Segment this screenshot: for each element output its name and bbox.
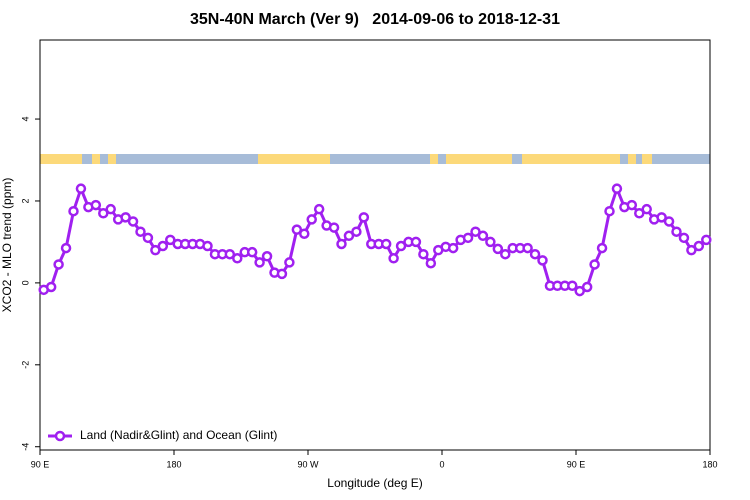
y-tick-label: 0 bbox=[20, 280, 30, 285]
data-point bbox=[671, 226, 682, 237]
data-point bbox=[611, 183, 623, 194]
data-point bbox=[328, 222, 340, 233]
data-point bbox=[351, 226, 362, 237]
data-point bbox=[224, 248, 236, 260]
data-point bbox=[626, 199, 638, 211]
data-point bbox=[157, 240, 169, 252]
x-axis-label: Longitude (deg E) bbox=[327, 476, 422, 490]
data-point bbox=[470, 226, 481, 237]
x-tick-label: 90 E bbox=[567, 459, 586, 469]
data-point bbox=[395, 240, 407, 252]
data-point bbox=[425, 257, 437, 269]
y-axis-label: XCO2 - MLO trend (ppm) bbox=[0, 178, 14, 313]
data-point bbox=[120, 212, 131, 223]
data-point bbox=[418, 248, 429, 260]
data-point bbox=[68, 205, 79, 217]
data-point bbox=[656, 212, 667, 223]
data-point bbox=[485, 236, 496, 248]
chart-title: 35N-40N March (Ver 9) 2014-09-06 to 2018… bbox=[190, 11, 560, 28]
data-point bbox=[53, 259, 64, 270]
data-point bbox=[313, 203, 325, 215]
x-tick-label: 90 W bbox=[297, 459, 319, 469]
data-point bbox=[336, 238, 347, 250]
data-point bbox=[634, 208, 645, 219]
data-point bbox=[500, 248, 511, 260]
data-point bbox=[75, 183, 87, 194]
data-point bbox=[663, 216, 675, 227]
data-point bbox=[98, 208, 109, 219]
data-point bbox=[380, 238, 392, 250]
y-tick-label: -2 bbox=[20, 361, 30, 369]
data-point bbox=[261, 251, 273, 262]
data-point bbox=[462, 232, 474, 244]
data-point bbox=[142, 232, 154, 244]
data-point bbox=[299, 228, 310, 239]
data-point bbox=[232, 253, 243, 264]
data-point bbox=[492, 243, 504, 255]
plot-frame bbox=[39, 39, 711, 451]
land-ocean-band bbox=[40, 154, 710, 164]
data-point bbox=[574, 285, 585, 297]
data-point bbox=[165, 234, 176, 246]
x-tick-label: 180 bbox=[702, 459, 717, 469]
legend-label: Land (Nadir&Glint) and Ocean (Glint) bbox=[80, 428, 277, 442]
data-point bbox=[522, 242, 533, 254]
series-line bbox=[43, 184, 708, 293]
data-point bbox=[641, 203, 652, 215]
data-point bbox=[537, 255, 548, 266]
y-tick-label: -4 bbox=[20, 443, 30, 451]
legend-marker bbox=[54, 430, 66, 442]
x-tick-label: 0 bbox=[439, 459, 444, 469]
data-point bbox=[604, 205, 615, 217]
data-point bbox=[447, 242, 459, 254]
data-point bbox=[343, 230, 355, 242]
data-point bbox=[60, 242, 72, 254]
data-point bbox=[701, 234, 712, 246]
data-point bbox=[254, 257, 265, 268]
data-point bbox=[477, 230, 489, 242]
data-point bbox=[284, 257, 295, 268]
data-point bbox=[135, 226, 146, 237]
data-point bbox=[678, 232, 690, 244]
data-point bbox=[105, 203, 116, 215]
y-tick-label: 4 bbox=[20, 117, 30, 122]
data-point bbox=[589, 259, 600, 270]
data-point bbox=[90, 199, 102, 211]
data-point bbox=[127, 216, 139, 227]
data-point bbox=[596, 242, 608, 254]
data-point bbox=[388, 253, 399, 264]
data-point bbox=[150, 244, 161, 256]
data-point bbox=[202, 240, 213, 252]
data-point bbox=[581, 281, 593, 293]
x-tick-label: 90 E bbox=[31, 459, 50, 469]
data-point bbox=[276, 268, 288, 280]
data-point bbox=[45, 281, 57, 293]
x-tick-label: 180 bbox=[166, 459, 181, 469]
data-point bbox=[529, 248, 541, 260]
data-point bbox=[306, 214, 317, 225]
y-tick-label: 2 bbox=[20, 198, 30, 203]
data-point bbox=[246, 246, 258, 258]
data-point bbox=[410, 236, 422, 248]
data-point bbox=[693, 240, 705, 252]
data-point bbox=[291, 224, 303, 235]
data-point bbox=[567, 280, 578, 292]
data-point bbox=[358, 212, 370, 223]
data-point bbox=[686, 244, 697, 256]
